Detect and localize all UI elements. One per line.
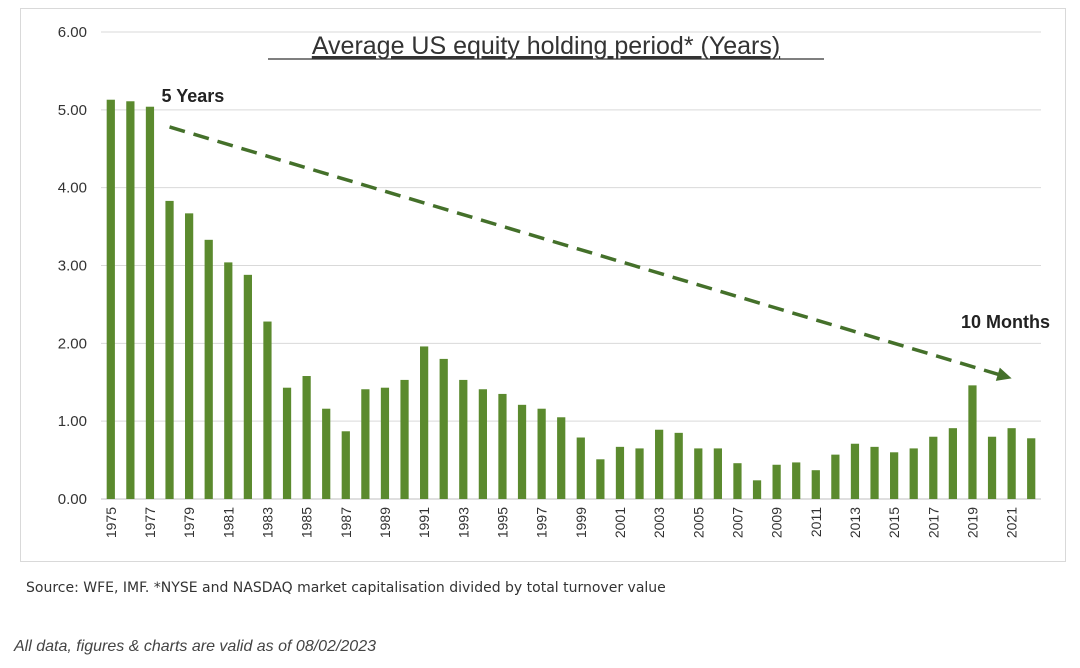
- x-tick-label: 2007: [729, 507, 745, 538]
- x-tick-label: 2021: [1004, 507, 1020, 538]
- y-tick-label: 1.00: [58, 413, 87, 430]
- bar: [517, 404, 527, 499]
- x-tick-label: 2005: [690, 507, 706, 538]
- x-tick-label: 1993: [455, 507, 471, 538]
- y-tick-label: 2.00: [58, 335, 87, 352]
- bar: [1007, 428, 1016, 499]
- bar: [420, 346, 429, 499]
- bar-chart: 0.00 1.00 2.00 3.00 4.00 5.00 6.00 1975 1977 1979…: [58, 24, 1050, 538]
- bar: [968, 385, 977, 499]
- bar: [263, 321, 272, 499]
- x-tick-label: 1999: [573, 507, 589, 538]
- bar: [831, 454, 840, 499]
- bar: [498, 393, 507, 499]
- x-tick-label: 1977: [142, 507, 158, 538]
- bar: [909, 448, 918, 499]
- bar: [655, 429, 664, 499]
- bar: [106, 99, 115, 499]
- bar: [733, 463, 742, 499]
- bar: [850, 443, 860, 499]
- x-tick-label: 1975: [103, 507, 119, 538]
- x-tick-label: 2015: [886, 507, 902, 538]
- bar: [439, 358, 448, 499]
- bar: [929, 436, 938, 499]
- x-tick-label: 1995: [494, 507, 510, 538]
- bar: [948, 428, 957, 499]
- annotation-10-months: 10 Months: [961, 312, 1050, 332]
- x-tick-label: 2019: [964, 507, 980, 538]
- bar: [713, 448, 722, 499]
- source-note: Source: WFE, IMF. *NYSE and NASDAQ marke…: [26, 580, 666, 596]
- x-tick-label: 1985: [299, 507, 315, 538]
- bar: [772, 464, 781, 499]
- x-tick-label: 1979: [181, 507, 197, 538]
- x-tick-label: 1981: [220, 507, 236, 538]
- bar: [870, 446, 879, 499]
- chart-frame: 0.00 1.00 2.00 3.00 4.00 5.00 6.00 1975 1977 1979…: [20, 8, 1066, 562]
- x-tick-label: 1989: [377, 507, 393, 538]
- bar: [165, 200, 174, 500]
- bar: [126, 101, 135, 499]
- bar: [282, 387, 292, 499]
- x-tick-label: 2009: [769, 507, 785, 538]
- bar: [557, 417, 566, 499]
- chart-title: Average US equity holding period* (Years…: [312, 32, 780, 60]
- x-tick-label: 2003: [651, 507, 667, 538]
- x-tick-label: 2001: [612, 507, 628, 538]
- y-tick-label: 6.00: [58, 24, 87, 41]
- bar: [987, 436, 997, 499]
- bar: [478, 389, 487, 499]
- bar: [341, 431, 350, 499]
- bar: [380, 387, 390, 499]
- bar: [792, 462, 801, 499]
- x-tick-label: 1987: [338, 507, 354, 538]
- x-tick-label: 2013: [847, 507, 863, 538]
- bar: [615, 446, 625, 499]
- x-tick-label: 2017: [925, 507, 941, 538]
- bar: [302, 376, 311, 499]
- bar: [635, 448, 644, 499]
- bar: [752, 480, 762, 499]
- x-tick-label: 1997: [534, 507, 550, 538]
- bar: [537, 408, 546, 499]
- bar: [185, 213, 194, 499]
- y-tick-label: 5.00: [58, 102, 87, 119]
- trend-line: [169, 125, 1000, 377]
- bar: [596, 459, 605, 499]
- bar: [811, 470, 820, 499]
- bar: [243, 274, 252, 499]
- annotation-5-years: 5 Years: [162, 86, 225, 106]
- x-tick-label: 1983: [259, 507, 275, 538]
- bar: [694, 448, 703, 499]
- y-tick-label: 4.00: [58, 180, 87, 197]
- x-tick-label: 1991: [416, 507, 432, 538]
- trend-arrowhead: [995, 367, 1012, 381]
- bar: [1027, 438, 1036, 499]
- bar: [674, 432, 683, 499]
- disclaimer-note: All data, figures & charts are valid as …: [14, 638, 376, 655]
- x-tick-label: 2011: [808, 507, 824, 537]
- bar: [576, 437, 585, 499]
- bar: [322, 408, 331, 499]
- bar: [890, 452, 899, 499]
- bar: [459, 379, 468, 499]
- y-tick-label: 3.00: [58, 258, 87, 275]
- bar: [361, 389, 370, 499]
- bar: [145, 106, 155, 499]
- y-tick-label: 0.00: [58, 491, 87, 508]
- bar: [400, 379, 409, 499]
- bar: [204, 239, 213, 499]
- bar: [224, 262, 233, 499]
